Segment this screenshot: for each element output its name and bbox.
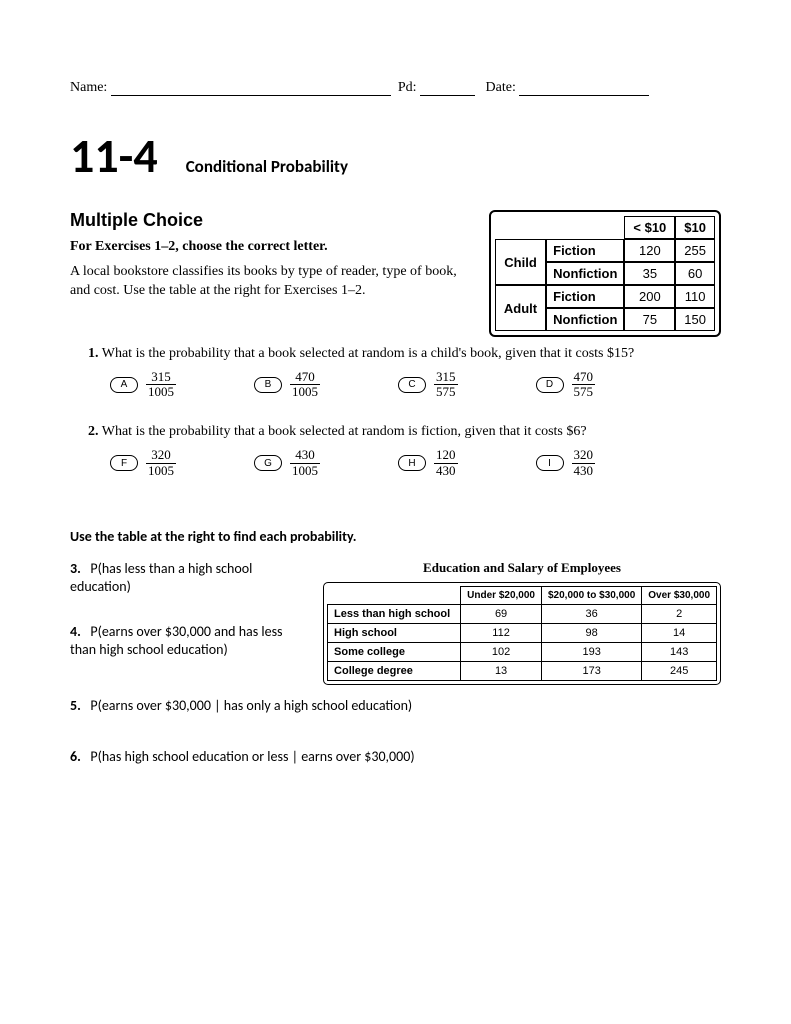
name-label: Name: (70, 80, 107, 95)
row-group: Child (495, 239, 546, 285)
col-header: < $10 (624, 216, 675, 239)
choice-h[interactable]: H 120430 (398, 448, 458, 478)
question-4: 4. P(earns over $30,000 and has less tha… (70, 623, 303, 659)
cell: 102 (461, 643, 542, 662)
q5-text: P(earns over $30,000 | has only a high s… (90, 697, 412, 714)
pd-label: Pd: (398, 80, 417, 95)
type-label: Nonfiction (546, 262, 624, 285)
date-blank[interactable] (519, 83, 649, 96)
date-label: Date: (486, 80, 516, 95)
choice-d[interactable]: D 470575 (536, 370, 596, 400)
q6-text: P(has high school education or less | ea… (90, 748, 414, 765)
bubble: B (254, 377, 282, 393)
cell: 69 (461, 605, 542, 624)
cell: 200 (624, 285, 675, 308)
cell: 150 (675, 308, 715, 331)
cell: 13 (461, 662, 542, 681)
choice-b[interactable]: B 4701005 (254, 370, 320, 400)
name-blank[interactable] (111, 83, 391, 96)
choice-a[interactable]: A 3151005 (110, 370, 176, 400)
bubble: C (398, 377, 426, 393)
col-header: Under $20,000 (461, 587, 542, 605)
q1-text: What is the probability that a book sele… (102, 346, 634, 361)
salary-table: Under $20,000 $20,000 to $30,000 Over $3… (323, 582, 721, 685)
mc-instruction: For Exercises 1–2, choose the correct le… (70, 239, 469, 255)
bubble: A (110, 377, 138, 393)
question-6: 6. P(has high school education or less |… (70, 748, 721, 765)
cell: 2 (642, 605, 717, 624)
multiple-choice-section: Multiple Choice For Exercises 1–2, choos… (70, 210, 721, 337)
salary-title: Education and Salary of Employees (323, 560, 721, 576)
type-label: Fiction (546, 285, 624, 308)
cell: 36 (541, 605, 641, 624)
cell: 143 (642, 643, 717, 662)
question-2: 2. What is the probability that a book s… (88, 423, 721, 442)
cell: 173 (541, 662, 641, 681)
cell: 75 (624, 308, 675, 331)
cell: 112 (461, 624, 542, 643)
col-header: Over $30,000 (642, 587, 717, 605)
q5-num: 5. (70, 697, 81, 714)
q6-num: 6. (70, 748, 81, 765)
mc-paragraph: A local bookstore classifies its books b… (70, 263, 469, 301)
question-3: 3. P(has less than a high school educati… (70, 560, 303, 596)
q3-text: P(has less than a high school education) (70, 560, 252, 595)
salary-section: Education and Salary of Employees Under … (323, 560, 721, 685)
q4-text: P(earns over $30,000 and has less than h… (70, 623, 283, 658)
cell: 110 (675, 285, 715, 308)
title-row: 11-4 Conditional Probability (70, 126, 721, 185)
cell: 98 (541, 624, 641, 643)
bubble: G (254, 455, 282, 471)
choice-c[interactable]: C 315575 (398, 370, 458, 400)
choice-f[interactable]: F 3201005 (110, 448, 176, 478)
q1-num: 1. (88, 346, 99, 361)
type-label: Fiction (546, 239, 624, 262)
bubble: D (536, 377, 564, 393)
cell: 14 (642, 624, 717, 643)
row-label: College degree (328, 662, 461, 681)
bubble: I (536, 455, 564, 471)
section-title: Conditional Probability (186, 156, 348, 177)
cell: 255 (675, 239, 715, 262)
q2-num: 2. (88, 424, 99, 439)
col-header: $20,000 to $30,000 (541, 587, 641, 605)
bookstore-table: < $10 $10 Child Fiction 120 255 Nonficti… (489, 210, 721, 337)
question-5: 5. P(earns over $30,000 | has only a hig… (70, 697, 721, 714)
q2-choices: F 3201005 G 4301005 H 120430 I 320430 (110, 448, 721, 478)
bubble: H (398, 455, 426, 471)
row-label: Some college (328, 643, 461, 662)
section2: 3. P(has less than a high school educati… (70, 560, 721, 685)
q4-num: 4. (70, 623, 81, 640)
section2-instruction: Use the table at the right to find each … (70, 528, 360, 546)
q1-choices: A 3151005 B 4701005 C 315575 D 470575 (110, 370, 721, 400)
header-fields: Name: Pd: Date: (70, 80, 721, 96)
pd-blank[interactable] (420, 83, 475, 96)
type-label: Nonfiction (546, 308, 624, 331)
cell: 35 (624, 262, 675, 285)
row-label: Less than high school (328, 605, 461, 624)
choice-g[interactable]: G 4301005 (254, 448, 320, 478)
cell: 245 (642, 662, 717, 681)
col-header: $10 (675, 216, 715, 239)
cell: 120 (624, 239, 675, 262)
bubble: F (110, 455, 138, 471)
question-1: 1. What is the probability that a book s… (88, 345, 721, 364)
cell: 193 (541, 643, 641, 662)
q2-text: What is the probability that a book sele… (102, 424, 587, 439)
choice-i[interactable]: I 320430 (536, 448, 596, 478)
row-label: High school (328, 624, 461, 643)
q3-num: 3. (70, 560, 81, 577)
worksheet-page: Name: Pd: Date: 11-4 Conditional Probabi… (0, 0, 791, 1024)
section-number: 11-4 (70, 126, 158, 185)
mc-heading: Multiple Choice (70, 210, 469, 231)
row-group: Adult (495, 285, 546, 331)
cell: 60 (675, 262, 715, 285)
